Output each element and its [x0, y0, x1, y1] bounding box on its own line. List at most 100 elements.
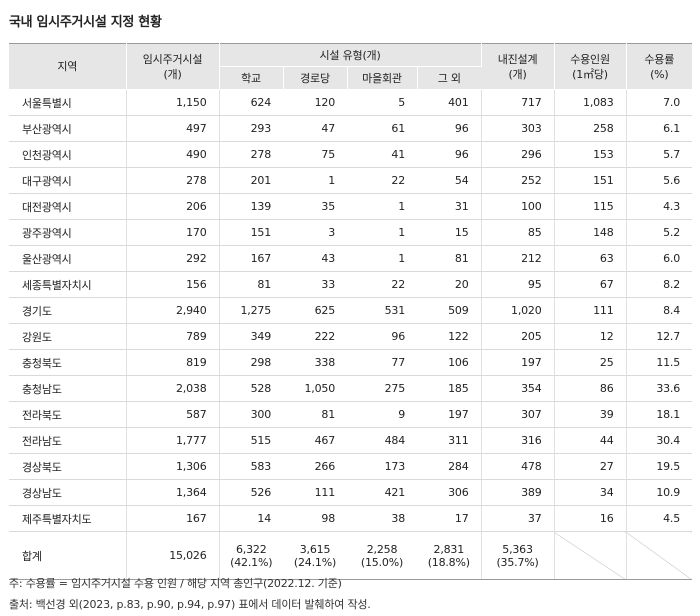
- cell-senior-center: 467: [283, 427, 347, 454]
- cell-region: 울산광역시: [9, 245, 127, 272]
- total-senior-pct: (24.1%): [293, 555, 337, 569]
- cell-capacity: 44: [554, 427, 627, 454]
- cell-facilities: 789: [126, 323, 220, 350]
- cell-rate: 4.3: [626, 193, 693, 220]
- cell-rate: 19.5: [626, 453, 693, 480]
- table-row: 전라북도 587 300 81 9 197 307 39 18.1: [9, 401, 693, 428]
- cell-other: 31: [417, 193, 482, 220]
- cell-village-hall: 1: [347, 245, 417, 272]
- cell-capacity: 16: [554, 505, 627, 532]
- cell-region: 전라북도: [9, 401, 127, 428]
- cell-senior-center: 266: [283, 453, 347, 480]
- cell-senior-center: 338: [283, 349, 347, 376]
- total-row: 합계 15,026 6,322 (42.1%) 3,615 (24.1%) 2,…: [9, 531, 693, 580]
- cell-school: 583: [219, 453, 283, 480]
- cell-school: 1,275: [219, 297, 283, 324]
- cell-school: 624: [219, 89, 283, 116]
- total-label: 합계: [9, 531, 127, 580]
- cell-other: 17: [417, 505, 482, 532]
- total-other-pct: (18.8%): [427, 555, 470, 569]
- total-senior: 3,615 (24.1%): [283, 531, 347, 580]
- cell-village-hall: 9: [347, 401, 417, 428]
- table-title: 국내 임시주거시설 지정 현황: [9, 15, 162, 30]
- cell-village-hall: 531: [347, 297, 417, 324]
- cell-school: 81: [219, 271, 283, 298]
- cell-senior-center: 120: [283, 89, 347, 116]
- cell-other: 185: [417, 375, 482, 402]
- cell-village-hall: 22: [347, 271, 417, 298]
- cell-region: 부산광역시: [9, 115, 127, 142]
- cell-quake: 197: [481, 349, 555, 376]
- cell-village-hall: 275: [347, 375, 417, 402]
- header-quake: 내진설계 (개): [481, 43, 555, 90]
- cell-school: 14: [219, 505, 283, 532]
- cell-village-hall: 41: [347, 141, 417, 168]
- cell-capacity: 153: [554, 141, 627, 168]
- cell-capacity: 39: [554, 401, 627, 428]
- cell-other: 122: [417, 323, 482, 350]
- cell-village-hall: 1: [347, 193, 417, 220]
- table-row: 세종특별자치시 156 81 33 22 20 95 67 8.2: [9, 271, 693, 298]
- header-capacity-label: 수용인원: [570, 52, 610, 66]
- cell-other: 81: [417, 245, 482, 272]
- cell-senior-center: 75: [283, 141, 347, 168]
- cell-senior-center: 81: [283, 401, 347, 428]
- table-row: 인천광역시 490 278 75 41 96 296 153 5.7: [9, 141, 693, 168]
- cell-school: 151: [219, 219, 283, 246]
- cell-village-hall: 173: [347, 453, 417, 480]
- footnote-source: 출처: 백선경 외(2023, p.83, p.90, p.94, p.97) …: [9, 598, 371, 611]
- total-facilities: 15,026: [126, 531, 220, 580]
- table-row: 부산광역시 497 293 47 61 96 303 258 6.1: [9, 115, 693, 142]
- cell-school: 201: [219, 167, 283, 194]
- cell-village-hall: 1: [347, 219, 417, 246]
- cell-region: 제주특별자치도: [9, 505, 127, 532]
- total-hall-count: 2,258: [366, 542, 398, 556]
- cell-rate: 5.6: [626, 167, 693, 194]
- cell-school: 300: [219, 401, 283, 428]
- cell-facilities: 587: [126, 401, 220, 428]
- header-quake-unit: (개): [508, 67, 527, 81]
- cell-region: 경상북도: [9, 453, 127, 480]
- cell-quake: 303: [481, 115, 555, 142]
- table-row: 전라남도 1,777 515 467 484 311 316 44 30.4: [9, 427, 693, 454]
- cell-region: 광주광역시: [9, 219, 127, 246]
- total-quake-pct: (35.7%): [496, 555, 539, 569]
- cell-other: 54: [417, 167, 482, 194]
- table-row: 경기도 2,940 1,275 625 531 509 1,020 111 8.4: [9, 297, 693, 324]
- cell-facilities: 278: [126, 167, 220, 194]
- cell-school: 293: [219, 115, 283, 142]
- table-row: 서울특별시 1,150 624 120 5 401 717 1,083 7.0: [9, 89, 693, 116]
- cell-region: 충청북도: [9, 349, 127, 376]
- table-row: 경상남도 1,364 526 111 421 306 389 34 10.9: [9, 479, 693, 506]
- cell-capacity: 67: [554, 271, 627, 298]
- cell-quake: 95: [481, 271, 555, 298]
- cell-region: 전라남도: [9, 427, 127, 454]
- cell-rate: 8.2: [626, 271, 693, 298]
- total-capacity-empty: [554, 531, 627, 580]
- cell-other: 509: [417, 297, 482, 324]
- total-rate-empty: [626, 531, 693, 580]
- total-school-pct: (42.1%): [230, 555, 273, 569]
- total-quake: 5,363 (35.7%): [481, 531, 555, 580]
- cell-capacity: 86: [554, 375, 627, 402]
- cell-facilities: 292: [126, 245, 220, 272]
- header-capacity: 수용인원 (1㎡당): [554, 43, 627, 90]
- cell-quake: 478: [481, 453, 555, 480]
- table-header: 지역 임시주거시설 (개) 시설 유형(개) 내진설계 (개) 수용인원 (1㎡…: [9, 43, 693, 90]
- cell-senior-center: 47: [283, 115, 347, 142]
- cell-village-hall: 61: [347, 115, 417, 142]
- table-row: 대전광역시 206 139 35 1 31 100 115 4.3: [9, 193, 693, 220]
- header-region: 지역: [9, 43, 127, 90]
- cell-other: 96: [417, 141, 482, 168]
- cell-other: 401: [417, 89, 482, 116]
- cell-school: 139: [219, 193, 283, 220]
- cell-quake: 296: [481, 141, 555, 168]
- cell-facilities: 490: [126, 141, 220, 168]
- cell-senior-center: 35: [283, 193, 347, 220]
- cell-region: 충청남도: [9, 375, 127, 402]
- cell-quake: 354: [481, 375, 555, 402]
- table-row: 광주광역시 170 151 3 1 15 85 148 5.2: [9, 219, 693, 246]
- cell-rate: 4.5: [626, 505, 693, 532]
- cell-senior-center: 1,050: [283, 375, 347, 402]
- cell-school: 349: [219, 323, 283, 350]
